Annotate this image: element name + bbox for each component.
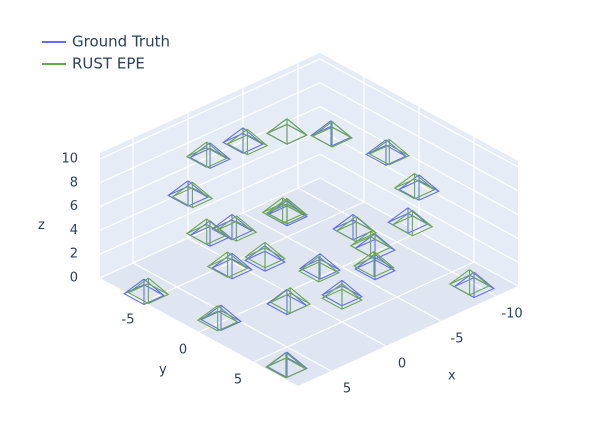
camera <box>311 121 354 148</box>
grid-line <box>143 201 365 303</box>
camera <box>265 288 309 316</box>
x-tick-label: 5 <box>343 382 351 397</box>
camera <box>364 139 408 166</box>
camera <box>166 180 210 207</box>
grid-line <box>319 58 519 168</box>
camera <box>349 230 392 258</box>
z-tick-label: 4 <box>70 223 78 238</box>
grid-line <box>99 153 321 255</box>
camera <box>320 283 364 310</box>
legend-label: RUST EPE <box>72 55 145 73</box>
x-tick-label: 0 <box>398 357 406 372</box>
y-tick-label: -5 <box>122 313 135 328</box>
camera <box>261 197 304 224</box>
camera <box>297 256 340 283</box>
grid-line <box>99 58 321 160</box>
z-tick-label: 10 <box>61 151 78 166</box>
z-axis-title: z <box>38 218 45 233</box>
camera <box>206 251 249 278</box>
y-axis-title: y <box>159 363 167 378</box>
camera <box>448 269 491 296</box>
camera <box>264 352 307 379</box>
grid-line <box>99 129 321 231</box>
grid-line <box>319 106 519 216</box>
grid-line <box>319 153 519 263</box>
camera <box>185 141 228 169</box>
grid-line <box>253 261 475 363</box>
camera <box>269 287 312 314</box>
camera <box>298 253 342 280</box>
camera <box>393 172 436 200</box>
camera <box>265 118 309 145</box>
camera <box>196 305 239 332</box>
y-tick-label: 5 <box>234 373 242 388</box>
x-tick-label: -10 <box>501 307 522 322</box>
camera <box>265 197 309 225</box>
camera <box>215 215 258 242</box>
x-tick-label: -5 <box>451 332 464 347</box>
camera <box>391 209 434 237</box>
y-tick-label: 0 <box>179 343 187 358</box>
z-tick-label: 6 <box>70 199 78 214</box>
grid-line <box>319 82 519 192</box>
camera <box>185 218 228 245</box>
camera <box>452 271 496 299</box>
x-axis-title: x <box>448 369 456 384</box>
z-tick-label: 8 <box>70 175 78 190</box>
grid-line <box>99 82 321 184</box>
z-tick-label: 0 <box>70 271 78 286</box>
camera <box>243 241 287 269</box>
camera <box>352 251 395 278</box>
camera <box>127 277 170 305</box>
grid-line <box>319 177 519 287</box>
camera <box>210 213 254 241</box>
camera <box>335 215 378 243</box>
grid-line <box>198 231 420 333</box>
legend-label: Ground Truth <box>72 33 170 51</box>
camera <box>171 181 214 209</box>
camera <box>221 127 265 154</box>
z-tick-label: 2 <box>70 247 78 262</box>
camera <box>368 138 411 166</box>
camera <box>226 128 269 156</box>
